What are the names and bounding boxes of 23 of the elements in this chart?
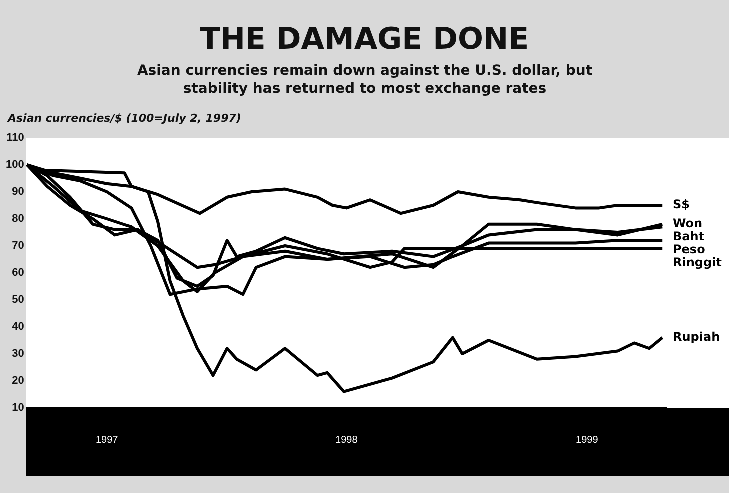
y-tick-label: 10 — [12, 402, 24, 414]
y-tick-label: 70 — [12, 240, 24, 252]
series-label: Ringgit — [673, 256, 722, 270]
y-tick-label: 30 — [12, 348, 24, 360]
y-tick-label: 40 — [12, 321, 24, 334]
y-tick-label: 60 — [12, 267, 24, 280]
series-label: Baht — [673, 230, 705, 244]
y-tick-label: 90 — [12, 186, 24, 198]
y-tick-label: 50 — [12, 294, 24, 306]
y-tick-label: 110 — [6, 132, 24, 144]
x-tick-label: 1998 — [336, 434, 358, 446]
series-label: Peso — [673, 242, 706, 257]
x-tick-label: 1997 — [96, 434, 119, 446]
y-axis-title: Asian currencies/$ (100=July 2, 1997) — [8, 112, 242, 125]
series-label: S$ — [673, 198, 690, 212]
chart-subtitle: Asian currencies remain down against the U.S. dollar, but stability has returned to most exchange rates — [136, 62, 594, 98]
x-tick-label: 1999 — [576, 434, 599, 446]
chart-title: THE DAMAGE DONE — [198, 22, 530, 57]
y-tick-label: 100 — [6, 159, 24, 172]
y-tick-label: 80 — [12, 213, 24, 226]
series-label: Rupiah — [673, 330, 720, 344]
series-label: Won — [673, 216, 703, 231]
y-tick-label: 20 — [12, 375, 24, 388]
